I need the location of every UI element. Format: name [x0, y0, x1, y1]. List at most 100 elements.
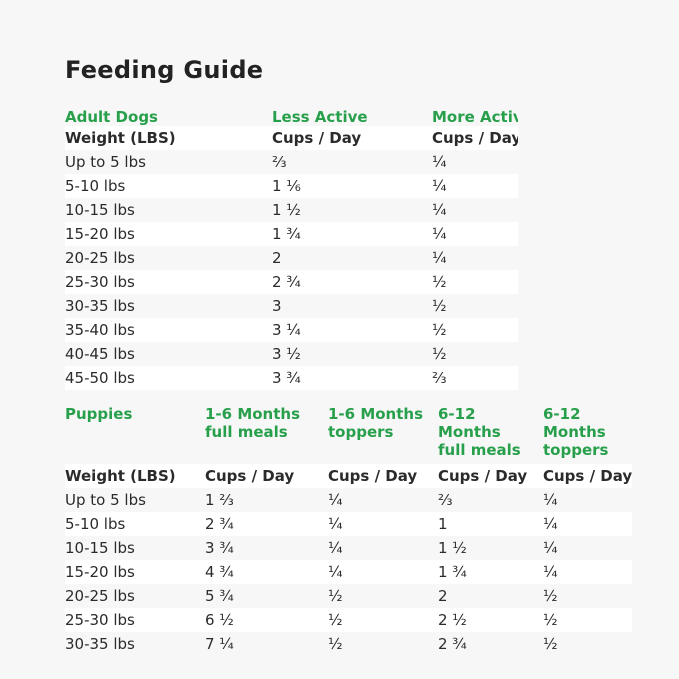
- weight-cell: Up to 5 lbs: [65, 153, 146, 171]
- value-cell: 3 ¾: [205, 539, 234, 557]
- table-row: 25-30 lbs 2 ¾ ½: [65, 270, 518, 294]
- cups-per-day-header: Cups / Day: [543, 467, 632, 485]
- less-active-cell: 2 ¾: [272, 273, 301, 291]
- value-cell: ½: [543, 635, 558, 653]
- cups-per-day-header: Cups / Day: [205, 467, 295, 485]
- adult-dogs-table: Adult Dogs Less Active More Active Weigh…: [65, 100, 518, 390]
- weight-cell: 25-30 lbs: [65, 611, 135, 629]
- column-header-6-12-months-toppers: 6-12 Months toppers: [543, 405, 609, 459]
- less-active-cell: 1 ⅙: [272, 177, 301, 195]
- value-cell: 2: [438, 587, 448, 605]
- less-active-cell: 1 ¾: [272, 225, 301, 243]
- less-active-cell: 2: [272, 249, 282, 267]
- cups-per-day-header: Cups / Day: [272, 129, 362, 147]
- value-cell: ½: [543, 587, 558, 605]
- value-cell: ¼: [328, 539, 343, 557]
- column-header-1-6-months-full-meals: 1-6 Months full meals: [205, 405, 301, 441]
- puppies-table-header-row: Puppies 1-6 Months full meals 1-6 Months…: [65, 405, 632, 464]
- weight-header: Weight (LBS): [65, 467, 176, 485]
- value-cell: 5 ¾: [205, 587, 234, 605]
- more-active-cell: ¼: [432, 225, 447, 243]
- value-cell: ¼: [543, 563, 558, 581]
- more-active-cell: ¼: [432, 153, 447, 171]
- value-cell: 1 ½: [438, 539, 467, 557]
- weight-cell: 15-20 lbs: [65, 225, 135, 243]
- column-header-6-12-months-full-meals: 6-12 Months full meals: [438, 405, 521, 459]
- table-row: 15-20 lbs 1 ¾ ¼: [65, 222, 518, 246]
- more-active-cell: ½: [432, 273, 447, 291]
- table-row: 30-35 lbs 7 ¼ ½ 2 ¾ ½: [65, 632, 632, 656]
- value-cell: 2 ½: [438, 611, 467, 629]
- weight-cell: 20-25 lbs: [65, 249, 135, 267]
- value-cell: ½: [543, 611, 558, 629]
- adult-table-subheader-row: Weight (LBS) Cups / Day Cups / Day: [65, 126, 518, 150]
- value-cell: 6 ½: [205, 611, 234, 629]
- weight-cell: 25-30 lbs: [65, 273, 135, 291]
- cups-per-day-header: Cups / Day: [438, 467, 528, 485]
- more-active-cell: ¼: [432, 249, 447, 267]
- value-cell: ½: [328, 587, 343, 605]
- puppies-table: Puppies 1-6 Months full meals 1-6 Months…: [65, 405, 632, 656]
- value-cell: ¼: [328, 491, 343, 509]
- value-cell: ¼: [328, 515, 343, 533]
- column-header-1-6-months-toppers: 1-6 Months toppers: [328, 405, 424, 441]
- table-row: 15-20 lbs 4 ¾ ¼ 1 ¾ ¼: [65, 560, 632, 584]
- weight-cell: 40-45 lbs: [65, 345, 135, 363]
- value-cell: 4 ¾: [205, 563, 234, 581]
- value-cell: 1: [438, 515, 448, 533]
- table-row: 5-10 lbs 2 ¾ ¼ 1 ¼: [65, 512, 632, 536]
- value-cell: ¼: [543, 491, 558, 509]
- table-row: Up to 5 lbs 1 ⅔ ¼ ⅔ ¼: [65, 488, 632, 512]
- value-cell: 1 ¾: [438, 563, 467, 581]
- more-active-cell: ⅔: [432, 369, 447, 387]
- value-cell: ½: [328, 635, 343, 653]
- weight-cell: 10-15 lbs: [65, 201, 135, 219]
- weight-cell: 30-35 lbs: [65, 297, 135, 315]
- value-cell: ⅔: [438, 491, 453, 509]
- value-cell: ¼: [543, 515, 558, 533]
- value-cell: ½: [328, 611, 343, 629]
- table-row: 20-25 lbs 2 ¼: [65, 246, 518, 270]
- less-active-cell: 3 ½: [272, 345, 301, 363]
- table-row: Up to 5 lbs ⅔ ¼: [65, 150, 518, 174]
- value-cell: 2 ¾: [205, 515, 234, 533]
- weight-header: Weight (LBS): [65, 129, 176, 147]
- more-active-cell: ¼: [432, 201, 447, 219]
- weight-cell: 20-25 lbs: [65, 587, 135, 605]
- feeding-guide-page: Feeding Guide Adult Dogs Less Active Mor…: [65, 56, 632, 656]
- weight-cell: Up to 5 lbs: [65, 491, 146, 509]
- puppies-table-subheader-row: Weight (LBS) Cups / Day Cups / Day Cups …: [65, 464, 632, 488]
- column-header-more-active: More Active: [432, 108, 518, 126]
- value-cell: 1 ⅔: [205, 491, 234, 509]
- more-active-cell: ½: [432, 345, 447, 363]
- less-active-cell: 3 ¾: [272, 369, 301, 387]
- weight-cell: 30-35 lbs: [65, 635, 135, 653]
- table-row: 5-10 lbs 1 ⅙ ¼: [65, 174, 518, 198]
- weight-cell: 15-20 lbs: [65, 563, 135, 581]
- less-active-cell: 1 ½: [272, 201, 301, 219]
- cups-per-day-header: Cups / Day: [328, 467, 418, 485]
- value-cell: 2 ¾: [438, 635, 467, 653]
- table-row: 35-40 lbs 3 ¼ ½: [65, 318, 518, 342]
- table-row: 20-25 lbs 5 ¾ ½ 2 ½: [65, 584, 632, 608]
- more-active-cell: ½: [432, 321, 447, 339]
- weight-cell: 5-10 lbs: [65, 515, 126, 533]
- less-active-cell: ⅔: [272, 153, 287, 171]
- cups-per-day-header: Cups / Day: [432, 129, 518, 147]
- table-row: 10-15 lbs 3 ¾ ¼ 1 ½ ¼: [65, 536, 632, 560]
- weight-cell: 10-15 lbs: [65, 539, 135, 557]
- value-cell: ¼: [543, 539, 558, 557]
- weight-cell: 45-50 lbs: [65, 369, 135, 387]
- section-label-adult-dogs: Adult Dogs: [65, 108, 158, 126]
- page-title: Feeding Guide: [65, 56, 264, 84]
- table-row: 45-50 lbs 3 ¾ ⅔: [65, 366, 518, 390]
- table-row: 40-45 lbs 3 ½ ½: [65, 342, 518, 366]
- table-row: 10-15 lbs 1 ½ ¼: [65, 198, 518, 222]
- column-header-less-active: Less Active: [272, 108, 368, 126]
- table-row: 30-35 lbs 3 ½: [65, 294, 518, 318]
- more-active-cell: ¼: [432, 177, 447, 195]
- less-active-cell: 3: [272, 297, 282, 315]
- less-active-cell: 3 ¼: [272, 321, 301, 339]
- more-active-cell: ½: [432, 297, 447, 315]
- value-cell: ¼: [328, 563, 343, 581]
